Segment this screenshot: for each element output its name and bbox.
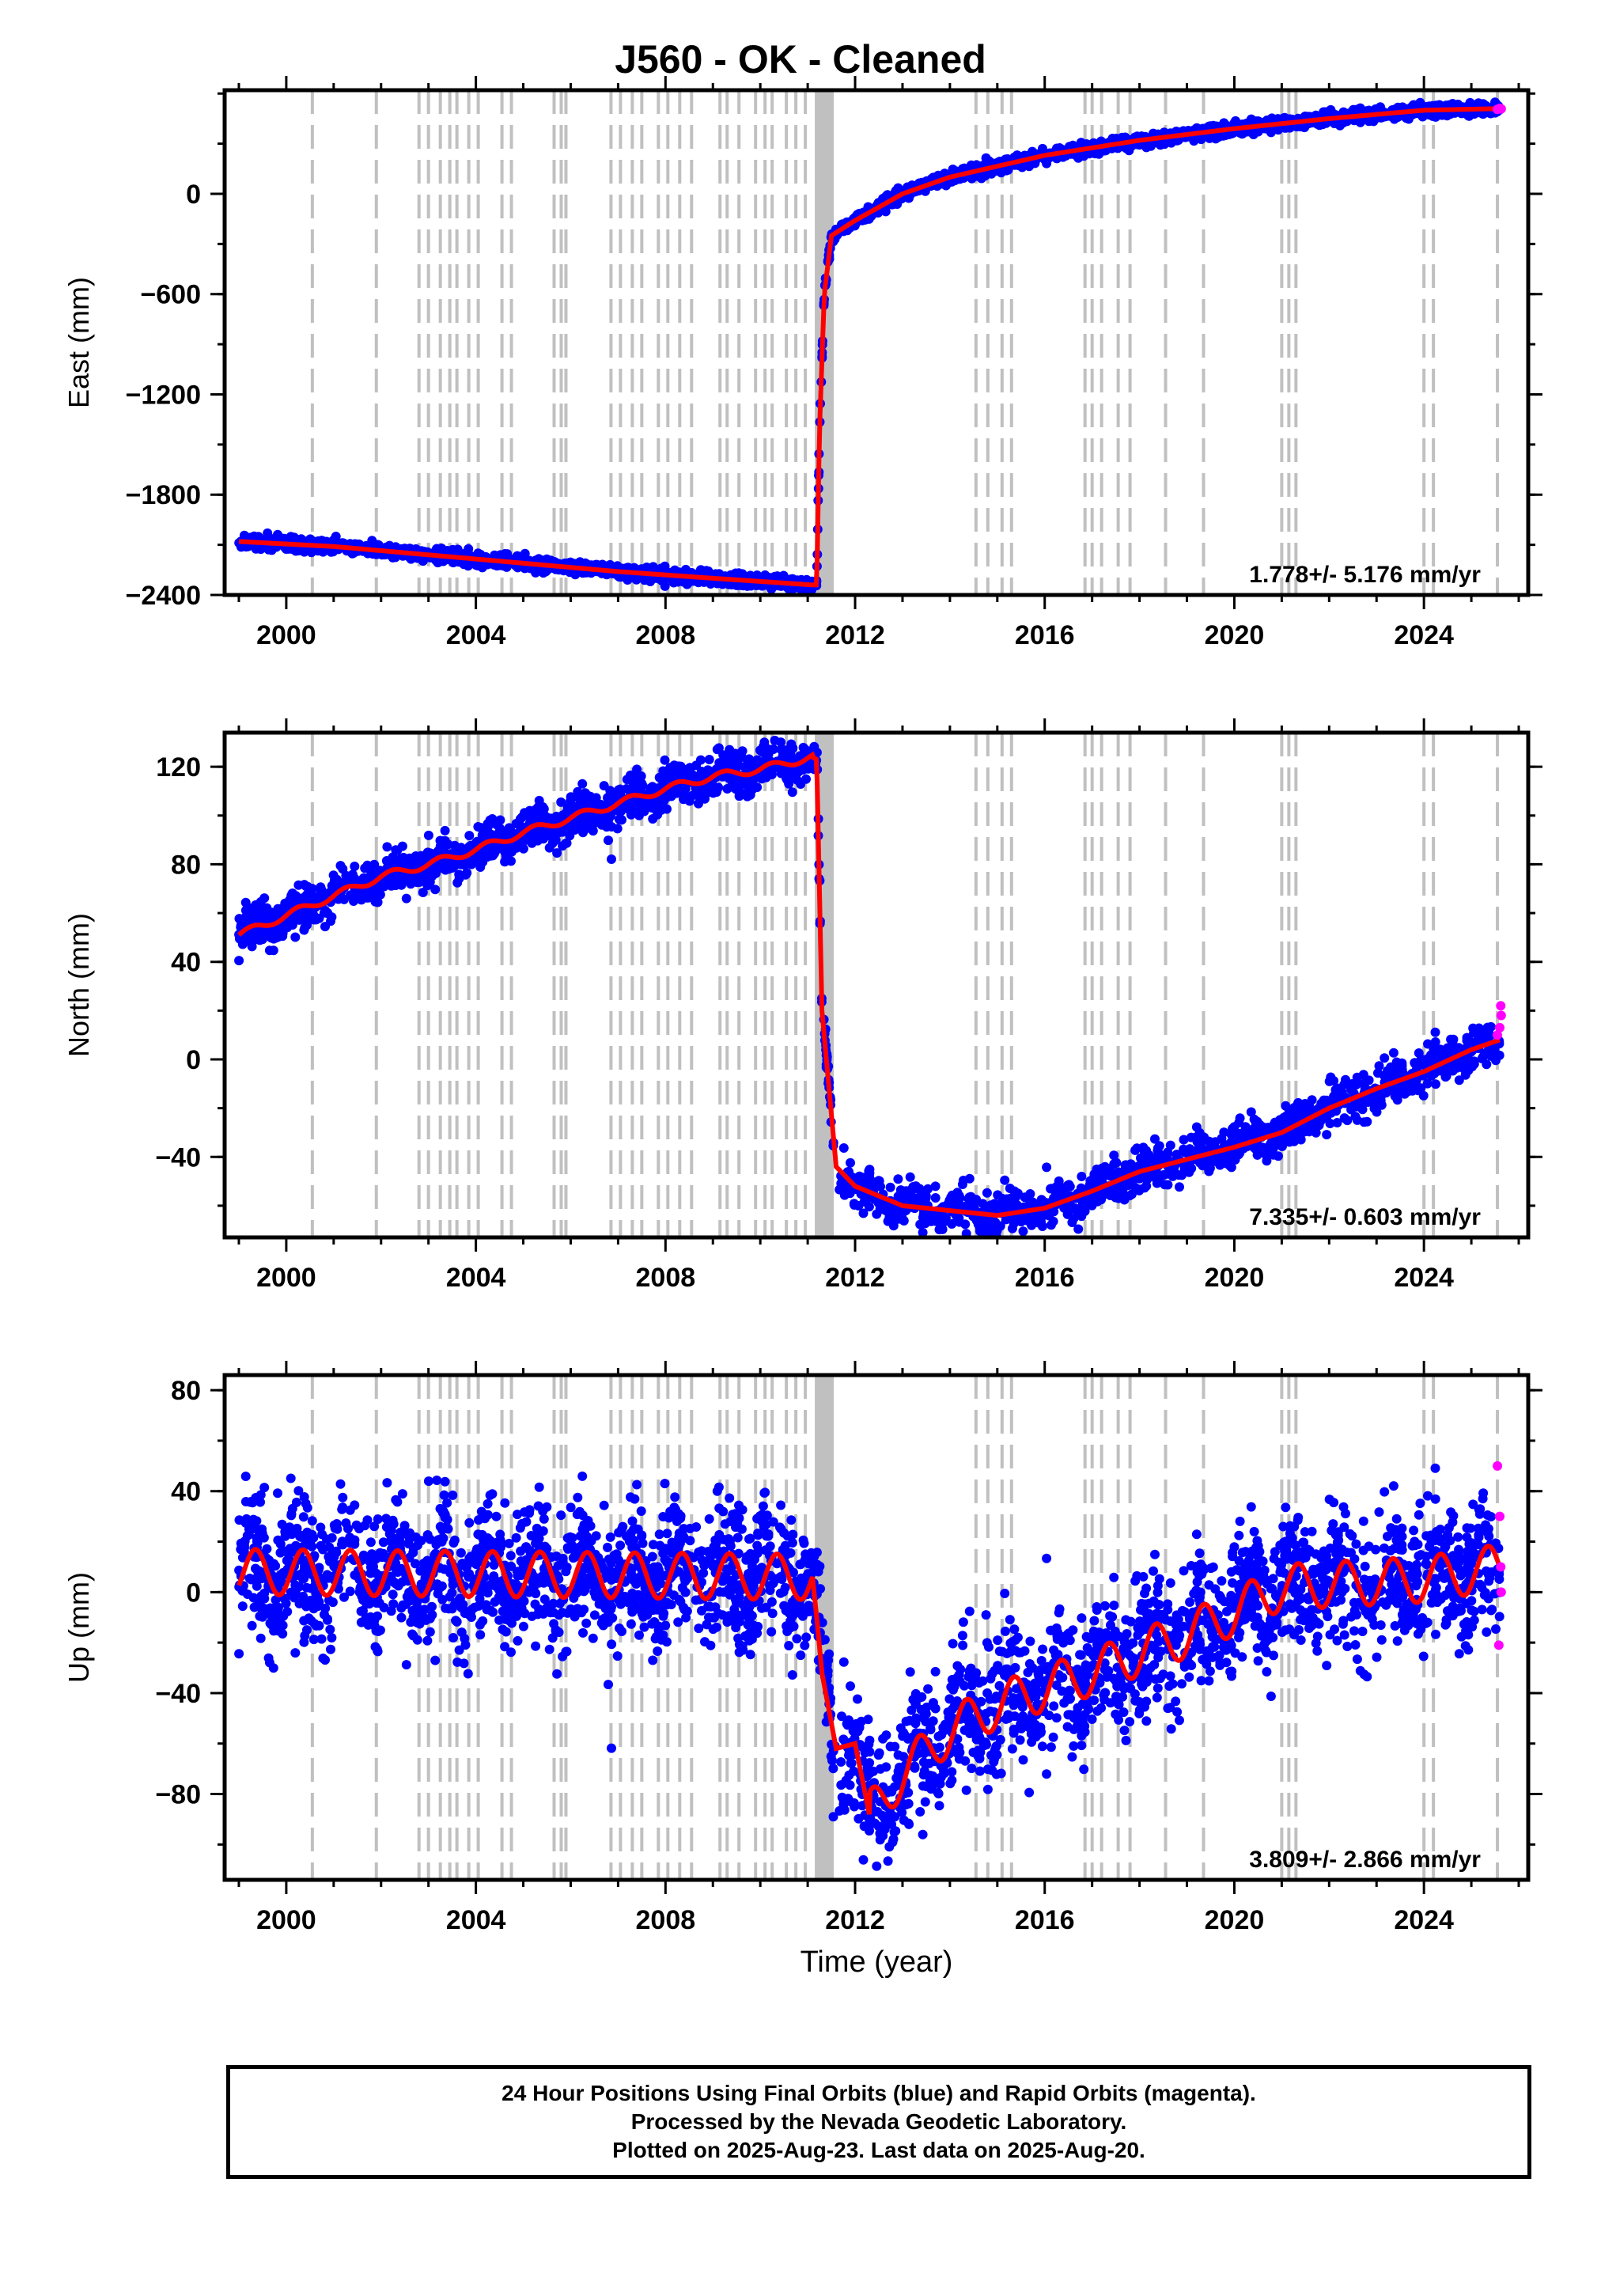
data-point [1000,1175,1010,1185]
data-point [704,755,714,764]
y-tick-label: −1800 [126,480,202,510]
data-point [1042,1162,1052,1173]
data-point [373,891,384,901]
final-orbit-points [234,97,1504,595]
data-point [552,848,562,858]
data-point [803,763,813,774]
data-point [401,893,411,904]
data-point [264,945,274,956]
data-point [838,1143,849,1153]
data-point [1150,1134,1160,1144]
data-point [734,568,744,578]
data-point [1418,1090,1429,1101]
data-point [846,1157,855,1168]
y-axis-label: East (mm) [62,277,95,408]
x-tick-label: 2008 [636,620,696,650]
data-point [612,824,623,834]
y-tick-label: 0 [186,180,201,210]
data-point [1388,1048,1399,1058]
data-point [930,1181,941,1192]
data-point [958,1176,968,1185]
data-point [905,1172,915,1182]
x-tick-label: 2012 [825,620,885,650]
data-point [350,862,360,871]
data-point [993,1190,1003,1200]
rate-label: 1.778+/- 5.176 mm/yr [1249,562,1481,588]
data-point [1068,140,1078,150]
x-tick-label: 2016 [1015,620,1075,650]
data-point [1196,135,1206,145]
data-point [760,570,770,580]
data-point [604,835,613,846]
x-tick-label: 2020 [1205,620,1265,650]
data-point [787,787,797,798]
data-point [745,570,755,581]
data-point [577,779,588,789]
y-tick-label: −2400 [126,581,202,611]
final-orbit-points [234,735,1504,1237]
x-tick-label: 2004 [446,620,506,650]
chart-title: J560 - OK - Cleaned [615,37,986,81]
y-tick-label: −1200 [126,380,202,410]
x-tick-label: 2000 [256,620,316,650]
x-tick-label: 2024 [1394,620,1454,650]
panel-1: 2000 2004 2008 2012 2016 2020 2024 −2400 −1800 −1… [62,76,1542,650]
rapid-orbit-point [1496,104,1506,114]
data-point [1175,1182,1184,1192]
data-point [234,956,244,966]
data-point [1042,158,1052,169]
data-point [673,577,683,587]
data-point [1165,1140,1175,1150]
data-point [327,912,337,923]
panel-2: 2000 2004 2008 2012 2016 2020 2024−4004080120N… [62,718,1542,1293]
data-point [865,1165,875,1175]
y-tick-label: −600 [140,280,201,310]
data-point [1322,1130,1332,1140]
data-point [440,825,450,835]
data-point [662,804,672,814]
data-point [1235,1113,1245,1123]
data-point [1430,1027,1440,1037]
data-point [290,932,301,942]
